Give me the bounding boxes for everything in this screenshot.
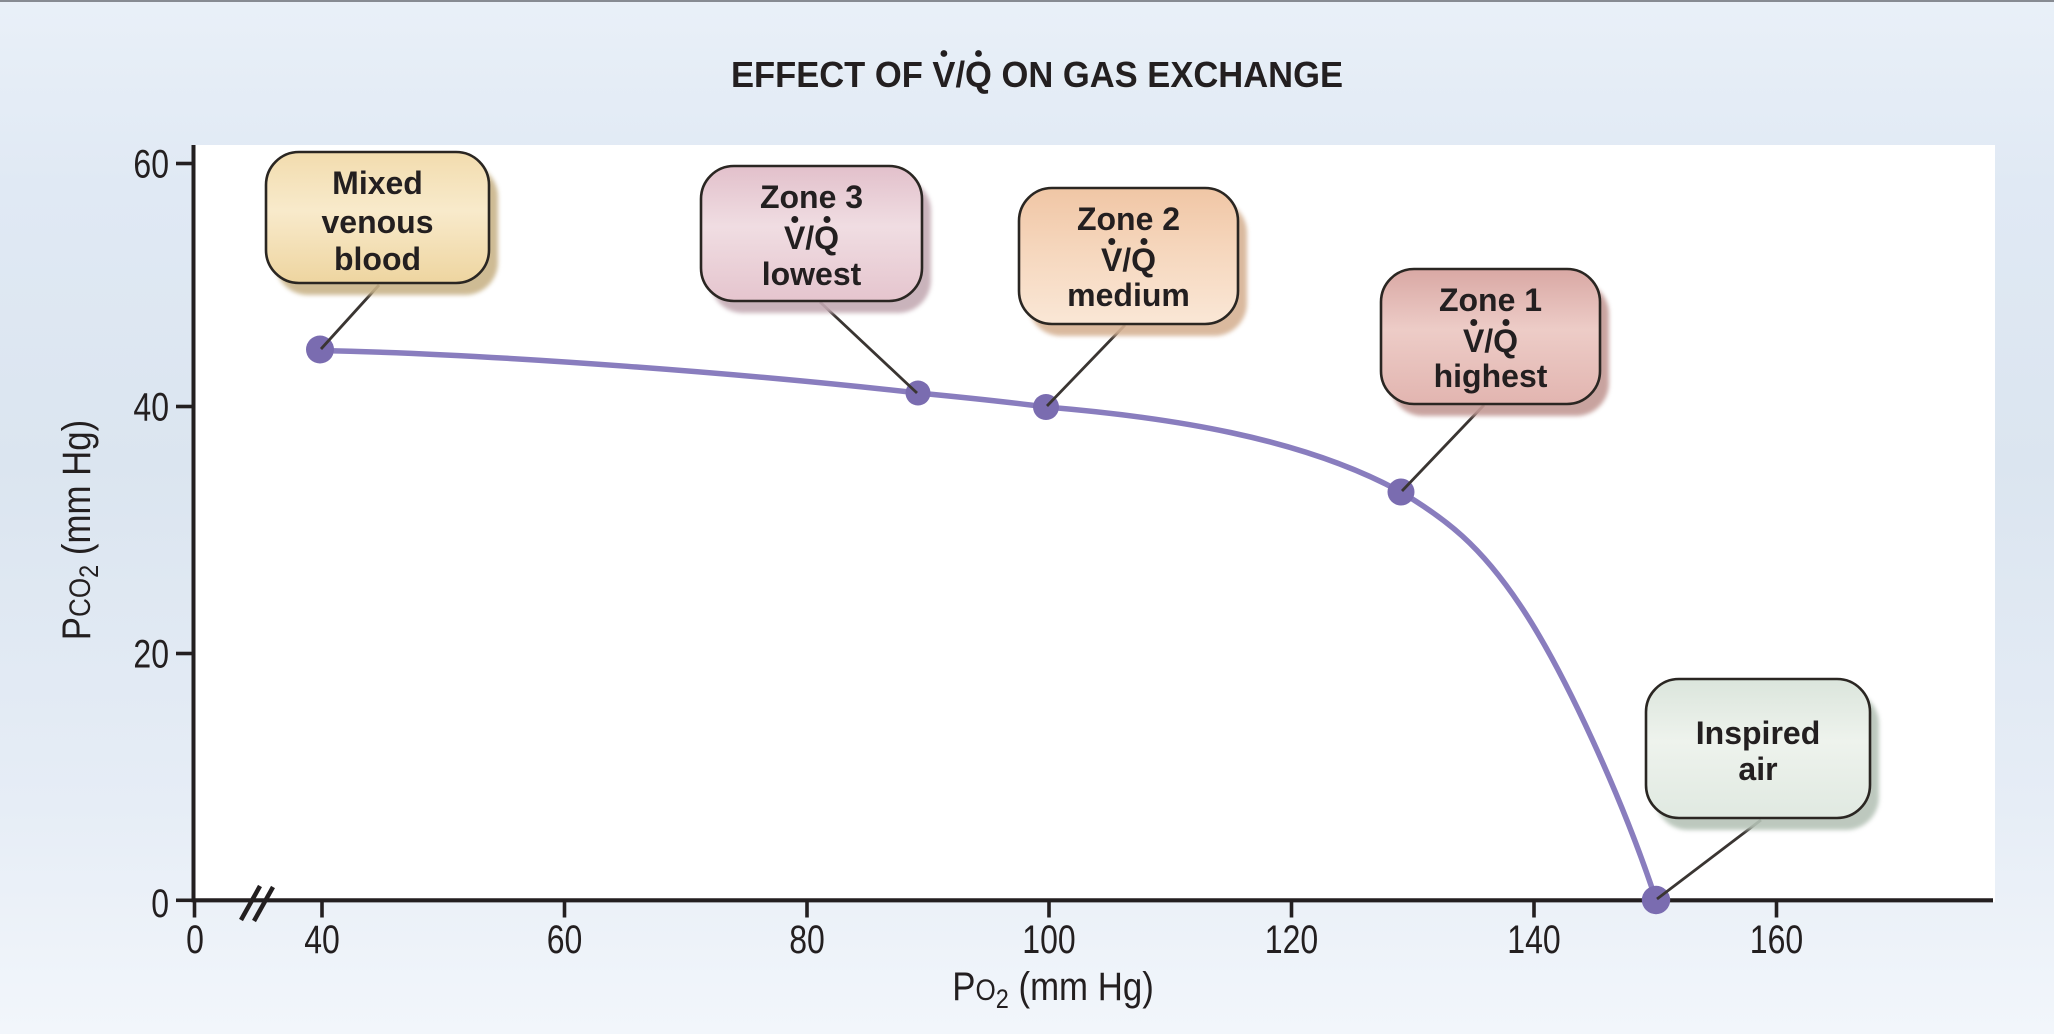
svg-text:0: 0 [186, 917, 204, 962]
svg-text:40: 40 [304, 917, 340, 962]
svg-text:venous: venous [321, 204, 433, 240]
svg-text:100: 100 [1022, 917, 1075, 962]
svg-text:80: 80 [789, 917, 825, 962]
svg-text:Zone 1: Zone 1 [1439, 282, 1542, 318]
svg-text:PO2 (mm Hg): PO2 (mm Hg) [952, 964, 1154, 1015]
svg-text:V/Q: V/Q [784, 220, 839, 256]
svg-text:blood: blood [334, 241, 421, 277]
svg-text:Mixed: Mixed [332, 165, 423, 201]
svg-text:140: 140 [1507, 917, 1560, 962]
svg-text:Zone 2: Zone 2 [1077, 201, 1180, 237]
svg-text:Zone 3: Zone 3 [760, 179, 863, 215]
svg-text:highest: highest [1434, 358, 1548, 394]
svg-text:60: 60 [133, 141, 169, 186]
svg-text:20: 20 [133, 631, 169, 676]
svg-text:120: 120 [1265, 917, 1318, 962]
svg-text:160: 160 [1750, 917, 1803, 962]
svg-text:0: 0 [151, 881, 169, 926]
svg-text:EFFECT OF V/Q ON GAS EXCHANGE: EFFECT OF V/Q ON GAS EXCHANGE [731, 54, 1343, 95]
svg-text:Inspired: Inspired [1696, 715, 1820, 751]
svg-text:V/Q: V/Q [1463, 323, 1518, 359]
svg-text:40: 40 [133, 384, 169, 429]
svg-text:air: air [1738, 751, 1777, 787]
svg-text:V/Q: V/Q [1101, 242, 1156, 278]
svg-text:60: 60 [547, 917, 583, 962]
svg-text:lowest: lowest [762, 256, 862, 292]
svg-text:medium: medium [1067, 277, 1190, 313]
